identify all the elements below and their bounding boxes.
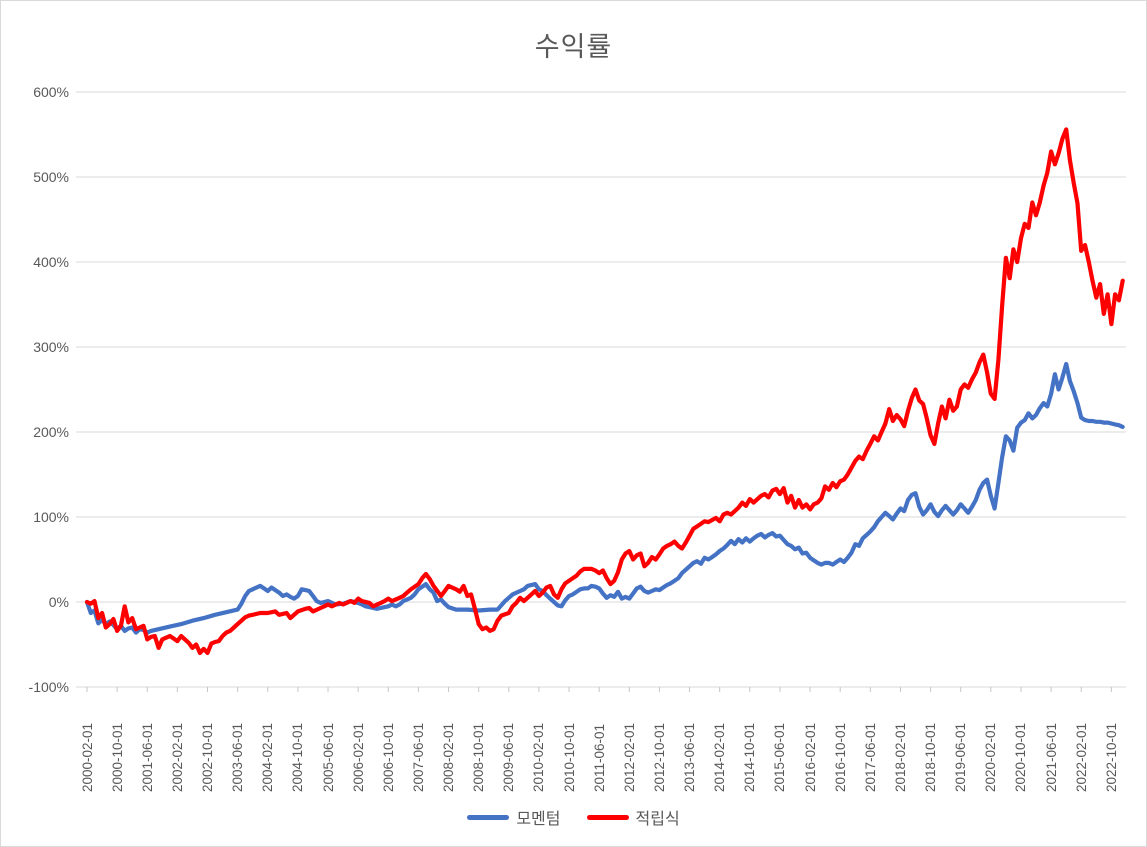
x-axis-label: 2004-10-01 [290,722,306,792]
series-line-모멘텀 [84,361,1125,635]
x-axis-label: 2021-06-01 [1043,722,1059,792]
y-axis-label: -100% [28,679,69,695]
x-axis-label: 2001-06-01 [139,722,155,792]
x-axis-label: 2006-02-01 [350,722,366,792]
x-axis-label: 2014-10-01 [742,722,758,792]
x-axis-label: 2000-02-01 [79,722,95,792]
x-axis-label: 2018-02-01 [892,722,908,792]
x-axis-label: 2009-06-01 [501,722,517,792]
x-axis-label: 2017-06-01 [862,722,878,792]
x-axis-label: 2002-02-01 [169,722,185,792]
x-axis-label: 2015-06-01 [772,722,788,792]
x-axis-label: 2011-06-01 [591,723,607,792]
x-axis-label: 2018-10-01 [923,722,939,792]
y-axis-label: 300% [33,339,69,355]
y-axis-label: 600% [33,84,69,100]
x-axis-label: 2020-10-01 [1013,722,1029,792]
x-axis-label: 2000-10-01 [109,722,125,792]
y-axis-label: 100% [33,509,69,525]
x-axis-label: 2012-02-01 [621,722,637,792]
dca-line-swatch [586,814,629,820]
y-axis-label: 0% [48,594,69,610]
legend-label: 모멘텀 [516,811,561,828]
chart-legend: 모멘텀 적립식 [1,805,1146,829]
x-axis-label: 2012-10-01 [651,722,667,792]
x-axis-label: 2010-10-01 [561,722,577,792]
y-axis-label: 200% [33,424,69,440]
x-axis-label: 2008-02-01 [441,722,457,792]
x-axis-label: 2016-10-01 [832,722,848,792]
x-axis-label: 2004-02-01 [260,722,276,792]
momentum-line-swatch [467,814,510,820]
y-axis-label: 400% [33,254,69,270]
x-axis-label: 2014-02-01 [712,722,728,792]
x-axis-label: 2003-06-01 [230,722,246,792]
x-axis-label: 2007-06-01 [410,722,426,792]
x-axis-label: 2019-06-01 [953,722,969,792]
legend-label: 적립식 [635,811,680,828]
x-axis-label: 2005-06-01 [320,722,336,792]
series-line-적립식 [84,127,1125,656]
x-axis-label: 2022-10-01 [1103,722,1119,792]
x-axis-label: 2013-06-01 [682,722,698,792]
chart-title: 수익률 [534,32,613,62]
x-axis-label: 2010-02-01 [531,722,547,792]
x-axis-label: 2006-10-01 [380,722,396,792]
x-axis-label: 2002-10-01 [200,722,215,792]
legend-item-dca: 적립식 [586,805,680,829]
legend-item-momentum: 모멘텀 [467,805,561,829]
y-axis-label: 500% [33,169,69,185]
x-axis-label: 2022-02-01 [1073,722,1089,792]
x-axis-label: 2016-02-01 [802,722,818,792]
x-axis-label: 2008-10-01 [471,722,487,792]
x-axis-label: 2020-02-01 [983,722,999,792]
